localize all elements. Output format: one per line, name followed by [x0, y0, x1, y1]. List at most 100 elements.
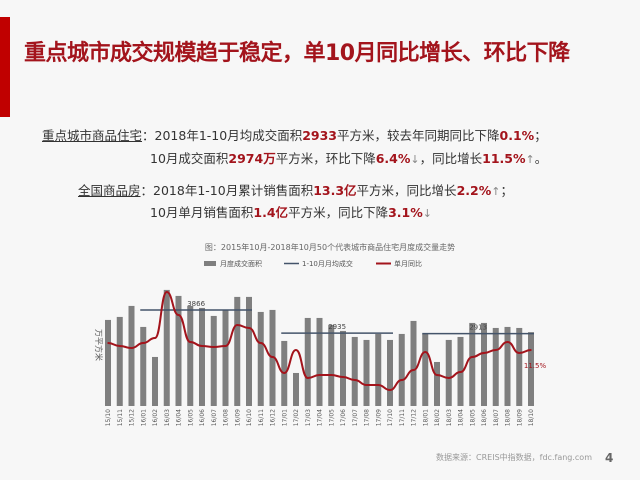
bar-17/07 [351, 336, 358, 406]
legend-label-bar: 月度成交面积 [220, 259, 262, 268]
avg-label: 2935 [328, 323, 346, 331]
yoy-point-16/02 [154, 337, 156, 339]
bar-16/05 [187, 305, 194, 406]
x-tick-label: 16/12 [270, 409, 277, 426]
summary-text: ，同比增长 [419, 151, 483, 166]
data-source: 数据来源：CREIS中指数据，fdc.fang.com [436, 453, 592, 462]
x-tick-label: 15/10 [105, 409, 112, 426]
x-tick-label: 17/06 [340, 409, 347, 426]
bar-17/12 [410, 320, 417, 406]
x-tick-label: 18/02 [434, 409, 441, 426]
bar-15/11 [116, 316, 123, 406]
highlight-value: 2974万 [228, 151, 276, 166]
legend-label-yoy: 单月同比 [394, 259, 422, 268]
bar-16/02 [152, 356, 158, 406]
highlight-value: 2933 [302, 128, 337, 143]
bar-17/08 [363, 339, 370, 406]
bar-18/09 [516, 327, 523, 406]
x-tick-label: 16/05 [187, 409, 194, 426]
yoy-point-18/04 [459, 371, 462, 373]
x-tick-label: 16/11 [258, 409, 265, 426]
yoy-point-18/08 [506, 341, 509, 343]
x-tick-label: 18/08 [505, 409, 512, 426]
yoy-point-18/06 [483, 352, 485, 354]
yoy-point-18/05 [471, 356, 474, 358]
highlight-value: 13.3亿 [313, 183, 357, 198]
summary-label: 重点城市商品住宅 [42, 128, 143, 143]
yoy-point-17/09 [377, 384, 380, 386]
x-tick-label: 16/07 [211, 409, 218, 426]
legend: 月度成交面积 1-10月月均成交 单月同比 [204, 259, 422, 268]
yoy-point-18/03 [447, 377, 450, 379]
x-tick-label: 18/03 [446, 409, 453, 426]
x-tick-label: 18/07 [493, 409, 500, 426]
x-tick-label: 17/01 [281, 409, 288, 426]
highlight-value: 6.4% [375, 151, 411, 166]
bar-18/03 [445, 339, 452, 406]
bar-17/06 [340, 330, 346, 406]
summary-text: ； [534, 128, 547, 143]
x-tick-label: 18/06 [481, 409, 488, 426]
yoy-point-17/01 [283, 372, 286, 374]
legend-label-avg: 1-10月月均成交 [302, 259, 353, 268]
bar-16/09 [234, 296, 241, 406]
x-tick-label: 17/04 [317, 409, 324, 426]
x-tick-label: 16/09 [234, 409, 241, 426]
summary-text: ：2018年1-10月均成交面积 [142, 128, 303, 143]
yoy-point-16/07 [212, 346, 215, 348]
bar-17/10 [387, 339, 393, 406]
yoy-point-18/07 [494, 349, 497, 351]
x-tick-label: 16/08 [223, 409, 230, 426]
bar-18/02 [434, 361, 440, 406]
bar-17/11 [398, 333, 405, 406]
bar-17/09 [375, 333, 382, 406]
x-tick-label: 17/02 [293, 409, 300, 426]
yoy-point-16/11 [259, 342, 262, 344]
summary-text: 平方米，同比下降 [288, 205, 389, 220]
yoy-point-17/11 [400, 379, 403, 381]
highlight-value: 2.2% [456, 183, 492, 198]
highlight-value: 3.1% [388, 205, 423, 220]
x-tick-label: 17/03 [305, 409, 312, 426]
x-tick-label: 17/07 [352, 409, 359, 426]
yoy-point-15/11 [118, 345, 121, 347]
yoy-point-16/06 [201, 345, 203, 347]
yoy-point-17/10 [389, 389, 391, 391]
legend-swatch-bar [204, 261, 216, 266]
trend-arrow-icon: ↑ [525, 153, 535, 166]
yoy-point-16/01 [142, 342, 145, 344]
x-tick-label: 18/04 [458, 409, 465, 426]
x-tick-label: 17/11 [399, 409, 406, 426]
bar-16/01 [140, 326, 147, 406]
summary-text: 平方米，较去年同期同比下降 [337, 128, 500, 143]
yoy-point-16/12 [271, 356, 274, 358]
bar-16/03 [163, 289, 170, 406]
bar-18/05 [469, 322, 476, 406]
summary-text: ； [500, 183, 513, 198]
yoy-point-15/10 [107, 342, 109, 344]
x-tick-label: 17/05 [328, 409, 335, 426]
x-tick-label: 16/10 [246, 409, 253, 426]
yoy-point-17/06 [342, 376, 344, 378]
yoy-point-16/05 [189, 341, 192, 343]
summary-label: 全国商品房 [78, 183, 141, 198]
summary-text: 10月单月销售面积 [150, 205, 254, 220]
summary-line-3: 全国商品房：2018年1-10月累计销售面积13.3亿平方米，同比增长2.2%↑… [78, 183, 513, 200]
avg-label: 3866 [187, 300, 205, 308]
bar-18/07 [492, 327, 499, 406]
y-axis-label: 万平方米 [94, 329, 104, 361]
bar-17/03 [304, 317, 311, 406]
bar-17/02 [293, 372, 299, 406]
x-tick-label: 17/08 [364, 409, 371, 426]
x-tick-label: 15/11 [117, 409, 124, 426]
bar-18/08 [504, 326, 511, 406]
bar-16/10 [246, 296, 252, 406]
trend-arrow-icon: ↓ [410, 153, 420, 166]
yoy-point-16/10 [248, 327, 250, 329]
bar-15/12 [128, 305, 135, 406]
title-accent-bar [0, 17, 10, 117]
yoy-point-17/02 [295, 349, 297, 351]
yoy-point-17/12 [412, 369, 415, 371]
yoy-end-label: 11.5% [524, 362, 547, 370]
